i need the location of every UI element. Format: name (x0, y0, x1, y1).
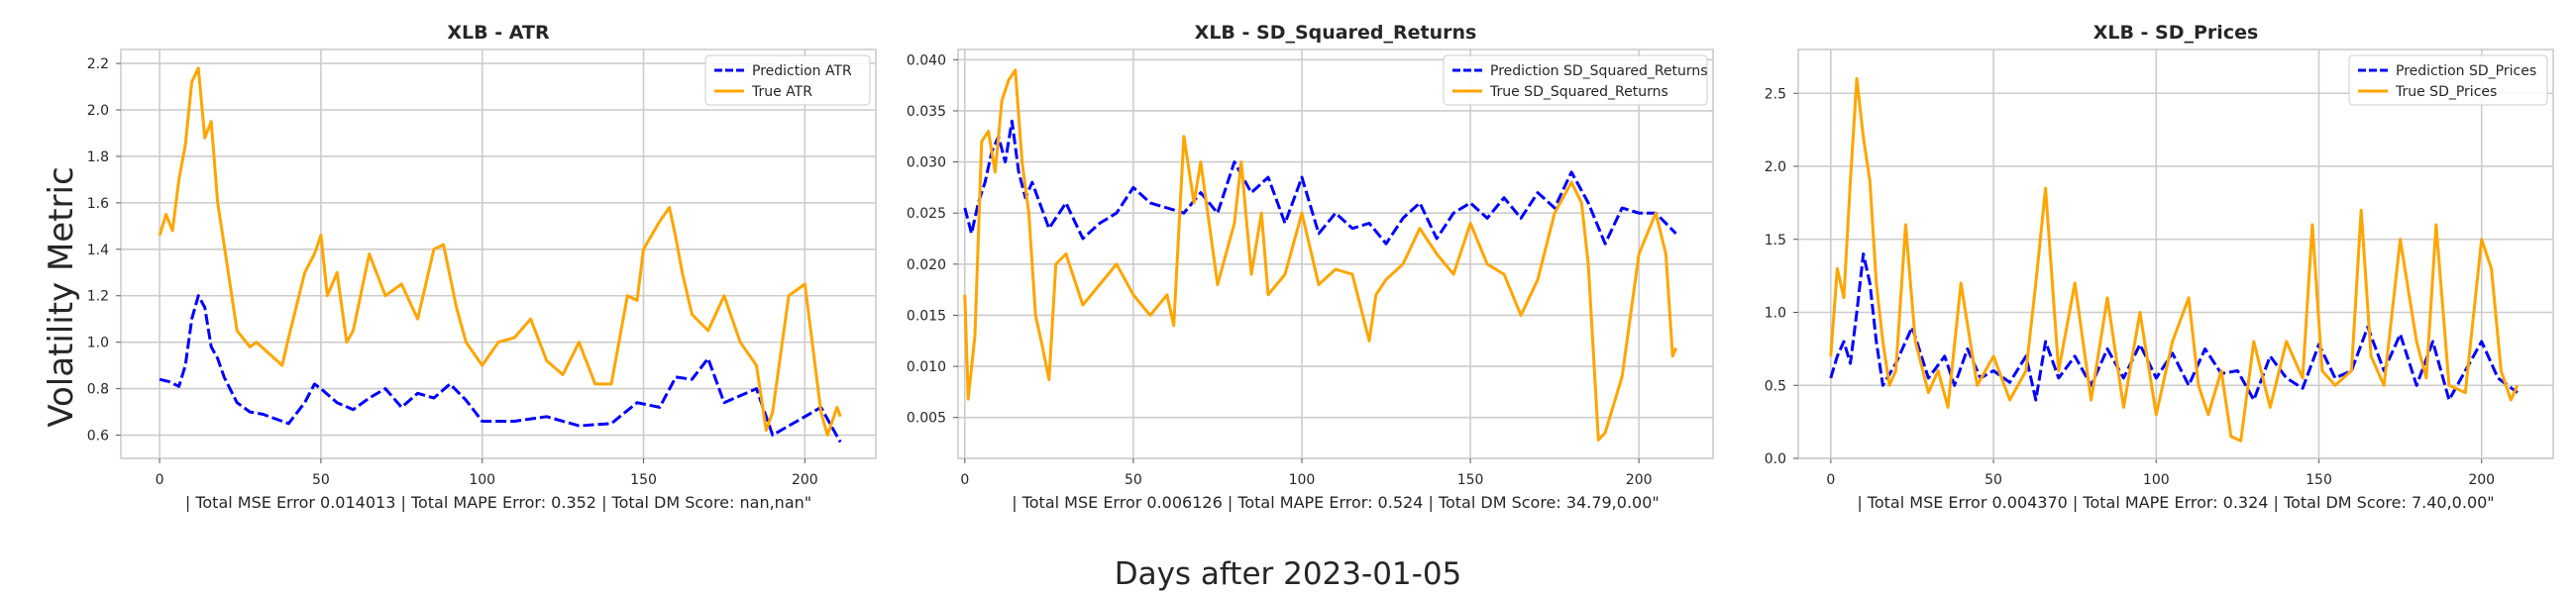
legend-entry: True SD_Squared_Returns (1489, 84, 1668, 100)
y-tick-label: 0.6 (87, 429, 109, 445)
y-tick-label: 0.8 (87, 382, 109, 398)
chart-panel-1: 0 50 100 150 200 0.6 0.8 1.0 1.2 1.4 1.6 1.8 2.0 2.2 X… (87, 22, 877, 512)
legend-box (704, 54, 871, 106)
y-tick-label: 0.5 (1765, 378, 1786, 394)
plot-area (1797, 49, 2554, 459)
y-tick-label: 2.0 (87, 103, 109, 119)
x-tick-label: 0 (1826, 472, 1835, 488)
legend-box (2348, 54, 2548, 106)
series-line-prediction (1829, 252, 2519, 402)
x-tick-label: 0 (960, 472, 969, 488)
chart-panel-3: 0 50 100 150 200 0.0 0.5 1.0 1.5 2.0 2.5 XLB - SD_P… (1765, 22, 2554, 512)
y-tick-label: 0.010 (907, 359, 946, 375)
x-tick-label: 200 (2468, 472, 2495, 488)
series-line-prediction (159, 294, 842, 444)
legend-entry: True ATR (751, 84, 812, 100)
chart-title: XLB - SD_Squared_Returns (1195, 22, 1477, 44)
series-line-true (963, 68, 1677, 442)
x-tick-label: 100 (1289, 472, 1316, 488)
x-tick-label: 50 (312, 472, 330, 488)
x-tick-label: 50 (1985, 472, 2002, 488)
y-tick-label: 0.025 (907, 206, 946, 222)
x-tick-label: 200 (1626, 472, 1653, 488)
y-tick-label: 2.2 (87, 56, 109, 72)
legend-entry: True SD_Prices (2395, 84, 2497, 100)
x-axis-label: | Total MSE Error 0.004370 | Total MAPE … (1857, 493, 2494, 512)
y-tick-label: 0.015 (907, 308, 946, 324)
y-tick-label: 0.040 (907, 52, 946, 68)
x-axis-label: | Total MSE Error 0.014013 | Total MAPE … (185, 493, 811, 512)
x-tick-label: 100 (469, 472, 495, 488)
y-tick-label: 1.8 (87, 149, 109, 165)
y-tick-label: 0.005 (907, 411, 946, 427)
y-tick-label: 0.035 (907, 104, 946, 120)
x-tick-label: 0 (156, 472, 164, 488)
x-tick-label: 200 (792, 472, 818, 488)
legend: Prediction SD_Squared_Returns True SD_Squ… (1443, 54, 1708, 106)
series-line-true (158, 66, 842, 437)
y-tick-label: 1.4 (87, 243, 109, 258)
legend: Prediction ATR True ATR (704, 54, 871, 106)
legend: Prediction SD_Prices True SD_Prices (2348, 54, 2548, 106)
y-tick-label: 0.0 (1765, 451, 1786, 467)
chart-panel-2: 0 50 100 150 200 0.005 0.010 0.015 0.020 0.025 0.0… (907, 22, 1714, 512)
figure-ylabel: Volatility Metric (42, 166, 81, 427)
y-tick-label: 2.5 (1765, 86, 1786, 102)
y-tick-label: 1.0 (1765, 306, 1786, 322)
y-tick-label: 0.030 (907, 155, 946, 171)
x-tick-label: 100 (2143, 472, 2170, 488)
y-tick-label: 1.5 (1765, 233, 1786, 248)
y-tick-label: 1.6 (87, 196, 109, 212)
x-axis-label: | Total MSE Error 0.006126 | Total MAPE … (1012, 493, 1660, 512)
x-tick-label: 150 (630, 472, 657, 488)
figure-xlabel: Days after 2023-01-05 (1115, 556, 1462, 592)
y-tick-label: 2.0 (1765, 159, 1786, 175)
y-tick-label: 1.0 (87, 336, 109, 351)
legend-box (1443, 54, 1708, 106)
x-tick-label: 50 (1125, 472, 1142, 488)
legend-entry: Prediction SD_Squared_Returns (1490, 63, 1708, 79)
x-tick-label: 150 (1457, 472, 1484, 488)
x-tick-label: 150 (2306, 472, 2332, 488)
y-tick-label: 0.020 (907, 257, 946, 273)
chart-title: XLB - ATR (447, 22, 550, 44)
series-line-true (1829, 77, 2520, 443)
legend-entry: Prediction SD_Prices (2396, 63, 2536, 79)
plot-area (120, 49, 877, 459)
chart-title: XLB - SD_Prices (2093, 22, 2259, 44)
legend-entry: Prediction ATR (752, 63, 852, 79)
y-tick-label: 1.2 (87, 289, 109, 305)
series-line-prediction (963, 119, 1677, 246)
